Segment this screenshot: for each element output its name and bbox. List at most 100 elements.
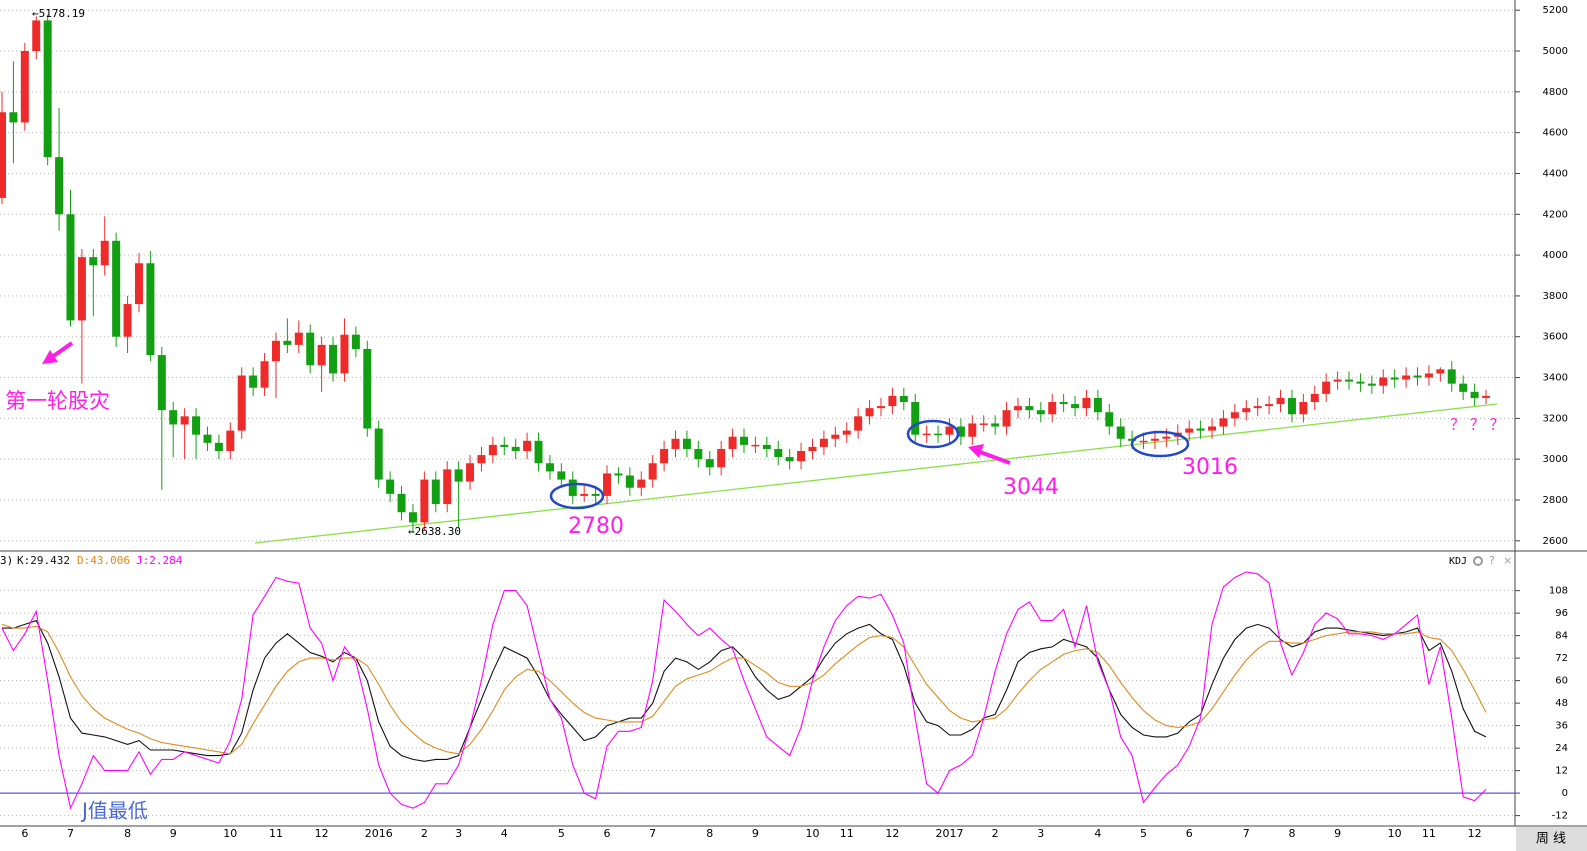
candle-body [431,479,440,505]
x-tick-label: 9 [1334,827,1341,840]
annotation: 3016 [1182,455,1238,480]
arrows [42,341,1011,465]
x-tick-label: 2 [421,827,428,840]
y-tick-label: 3200 [1543,413,1568,424]
candle-body [831,434,840,439]
candle-body [614,473,623,476]
candle-body [55,157,64,215]
y-tick-label: 4200 [1543,209,1568,220]
y-tick-label: 4000 [1543,250,1568,261]
candle-body [1390,377,1399,380]
candle-body [523,440,532,452]
arrow-head [42,350,58,364]
candle-body [568,479,577,496]
candle-body [112,240,121,337]
settings-icon[interactable] [1473,556,1483,566]
candle-body [192,416,201,435]
candle-body [865,408,874,417]
legend-entry: J:2.284 [136,554,183,567]
x-tick-label: 12 [1468,827,1482,840]
candle-body [557,471,566,480]
x-tick-label: 5 [1140,827,1147,840]
y-tick-label: 5000 [1543,46,1568,57]
candle-body [500,444,509,447]
candle-body [1287,397,1296,415]
help-button[interactable]: ? [1489,554,1495,567]
x-tick-label: 8 [706,827,713,840]
y-tick-label: 4600 [1543,128,1568,139]
candle-body [1470,391,1479,398]
candle-body [1402,375,1411,380]
candle-body [1322,381,1331,394]
candle-body [603,473,612,496]
candle-body [317,344,326,366]
x-tick-label: 6 [1186,827,1193,840]
candle-body [785,457,794,462]
y-tick-label: -12 [1552,811,1568,822]
arrow [50,341,74,359]
candle-body [1333,379,1342,382]
x-tick-label: 10 [805,827,819,840]
candle-body [374,428,383,480]
highlight-ellipse [906,419,960,449]
candle-body [77,257,86,321]
y-tick-label: 24 [1555,743,1568,754]
candle-body [386,479,395,494]
y-tick-label: 4400 [1543,168,1568,179]
x-tick-label: 10 [223,827,237,840]
y-tick-label: 2600 [1543,536,1568,547]
candle-body [146,263,155,356]
x-tick-label: 8 [1288,827,1295,840]
candle-body [1299,402,1308,415]
trend-line [254,403,1498,544]
candle-body [1242,408,1251,413]
candle-body [1116,426,1125,439]
candle-body [1379,377,1388,386]
candle-body [728,436,737,449]
annotation: 第一轮股灾 [5,389,110,413]
candle-body [1413,375,1422,378]
candle-body [762,444,771,449]
candle-body [294,332,303,345]
candle-body [1345,379,1354,382]
candle-body [443,469,452,505]
x-tick-label: 2 [992,827,999,840]
close-button[interactable]: × [1503,554,1512,567]
candle-body [1150,438,1159,441]
x-tick-label: 2016 [365,827,393,840]
period-label: 周 线 [1536,832,1566,847]
candle-body [1071,404,1080,409]
candle-body [1367,383,1376,386]
annotation: J值最低 [80,799,148,823]
candle-body [1208,426,1217,431]
candle-body [1139,440,1148,443]
candle-body [306,332,315,366]
candle-body [1265,404,1274,407]
x-tick-label: 12 [315,827,329,840]
candle-body [351,334,360,349]
candle-body [1310,393,1319,403]
candle-body [1196,428,1205,431]
candle-body [0,112,6,198]
candle-body [511,446,520,452]
candle-body [454,469,463,482]
candle-body [466,463,475,482]
y-tick-label: 108 [1549,586,1568,597]
candle-body [625,475,634,488]
y-tick-label: 3800 [1543,291,1568,302]
candle-body [32,20,41,52]
candle-body [1459,383,1468,392]
y-tick-label: 96 [1555,608,1568,619]
y-tick-label: 60 [1555,676,1568,687]
x-tick-label: 8 [124,827,131,840]
x-tick-label: 5 [558,827,565,840]
x-tick-label: 6 [21,827,28,840]
candle-body [934,433,943,436]
candle-body [260,361,269,388]
candle-body [1185,428,1194,433]
candle-body [1276,397,1285,405]
candle-body [66,214,75,321]
candle-body [1059,402,1068,405]
annotation: 2780 [568,514,624,539]
